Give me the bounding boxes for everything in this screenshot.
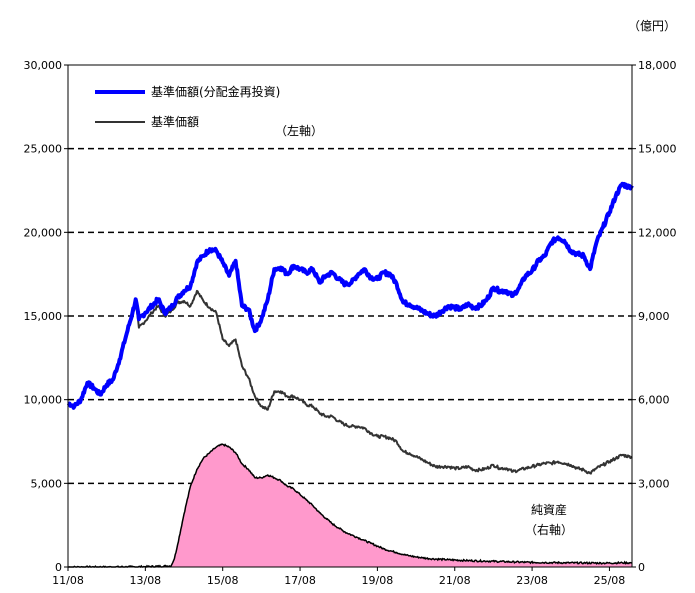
right-tick-label: 0 [638,561,645,574]
nav-reinvested-line [66,181,634,410]
left-axis-ticks: 0 5,000 10,000 15,000 20,000 25,000 30,000 [24,59,68,574]
nav-lines-layer [66,181,634,475]
x-tick-label: 25/08 [594,574,626,587]
left-axis-note: （左軸） [275,123,323,138]
legend: 基準価額(分配金再投資) 基準価額 [95,84,280,129]
x-tick-label: 13/08 [129,574,161,587]
grid-lines [68,147,632,485]
right-tick-label: 12,000 [638,226,677,239]
x-tick-label: 11/08 [52,574,84,587]
left-tick-label: 5,000 [31,477,63,490]
x-tick-label: 17/08 [284,574,316,587]
right-tick-label: 15,000 [638,143,677,156]
x-tick-label: 15/08 [207,574,239,587]
legend-label-nav: 基準価額 [151,114,199,129]
x-tick-label: 23/08 [516,574,548,587]
left-tick-label: 0 [55,561,62,574]
left-tick-label: 30,000 [24,59,63,72]
left-tick-label: 25,000 [24,143,63,156]
right-axis-ticks: 0 3,000 6,000 9,000 12,000 15,000 18,000 [632,59,677,574]
net-assets-label: 純資産 [531,502,567,517]
net-assets-area [68,444,632,567]
right-tick-label: 18,000 [638,59,677,72]
x-tick-label: 19/08 [362,574,394,587]
right-tick-label: 6,000 [638,394,670,407]
left-tick-label: 15,000 [24,310,63,323]
left-tick-label: 10,000 [24,394,63,407]
right-axis-note: （右軸） [525,522,573,537]
nav-line [67,289,633,475]
x-tick-label: 21/08 [439,574,471,587]
right-tick-label: 9,000 [638,310,670,323]
left-tick-label: 20,000 [24,226,63,239]
right-axis-unit-label: （億円） [628,19,676,33]
x-axis-ticks: 11/08 13/08 15/08 17/08 19/08 21/08 23/08 25/08 [52,567,625,587]
legend-label-nav-reinvested: 基準価額(分配金再投資) [151,84,280,99]
right-tick-label: 3,000 [638,477,670,490]
